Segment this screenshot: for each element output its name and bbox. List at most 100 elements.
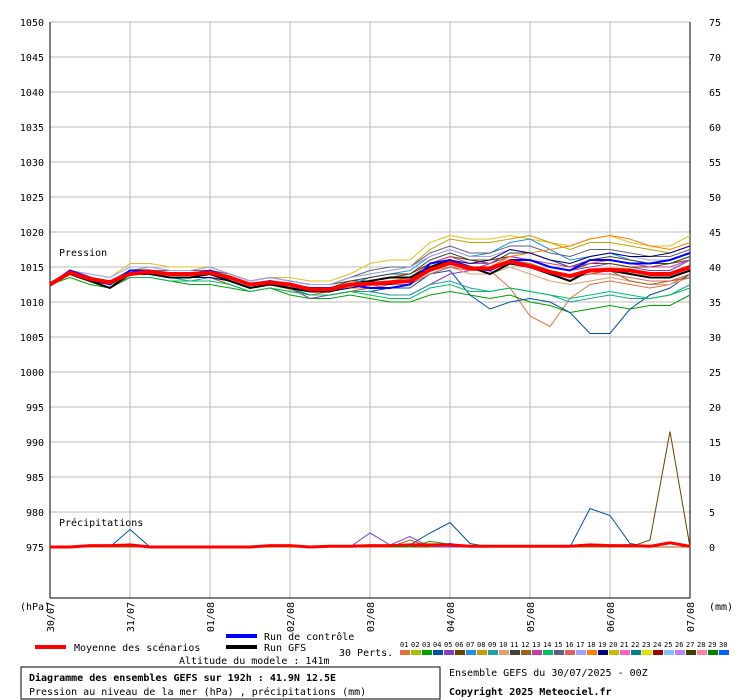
y-tick-right: 35 bbox=[709, 298, 721, 309]
y-tick-left: 1010 bbox=[20, 298, 44, 309]
y-tick-left: 1040 bbox=[20, 88, 44, 99]
pressure-series-15 bbox=[49, 245, 691, 285]
y-tick-left: 990 bbox=[26, 438, 44, 449]
pert-number: 18 bbox=[587, 641, 595, 649]
chart-title: Diagramme des ensembles GEFS sur 192h : … bbox=[29, 672, 336, 684]
pert-swatch bbox=[719, 650, 729, 655]
y-tick-left: 1035 bbox=[20, 123, 44, 134]
pert-number: 01 bbox=[400, 641, 408, 649]
y-label-left: (hPa) bbox=[20, 602, 50, 613]
pert-swatch bbox=[532, 650, 542, 655]
pert-swatch bbox=[697, 650, 707, 655]
y-tick-right: 70 bbox=[709, 53, 721, 64]
y-tick-right: 60 bbox=[709, 123, 721, 134]
copyright-label: Copyright 2025 Meteociel.fr bbox=[449, 686, 612, 698]
pert-swatch bbox=[664, 650, 674, 655]
x-tick: 03/08 bbox=[366, 602, 377, 632]
altitude-label: Altitude du modele : 141m bbox=[179, 656, 330, 667]
perturbation-legend: 01 02 03 04 05 06 07 08 09 10 11 12 13 14 15 16 17 18 19 20… bbox=[400, 641, 729, 655]
pert-swatch bbox=[565, 650, 575, 655]
y-tick-right: 75 bbox=[709, 18, 721, 29]
title-box bbox=[20, 666, 441, 700]
grid bbox=[49, 21, 691, 599]
pert-swatch bbox=[510, 650, 520, 655]
pert-number: 03 bbox=[422, 641, 430, 649]
pert-number: 17 bbox=[576, 641, 584, 649]
x-tick: 02/08 bbox=[286, 602, 297, 632]
pert-swatch bbox=[466, 650, 476, 655]
pert-swatch bbox=[521, 650, 531, 655]
pert-swatch bbox=[400, 650, 410, 655]
pert-swatch bbox=[631, 650, 641, 655]
pert-swatch bbox=[686, 650, 696, 655]
y-axis-left: 1050 1045 1040 1035 1030 1025 1020 1015 1010 1005… bbox=[20, 18, 44, 554]
x-tick: 07/08 bbox=[686, 602, 697, 632]
pert-number: 22 bbox=[631, 641, 639, 649]
pert-swatch bbox=[499, 650, 509, 655]
pressure-lines bbox=[48, 234, 691, 334]
y-tick-right: 55 bbox=[709, 158, 721, 169]
y-tick-right: 20 bbox=[709, 403, 721, 414]
x-axis: 30/07 31/07 01/08 02/08 03/08 04/08 05/08 06/08… bbox=[46, 602, 697, 632]
y-tick-right: 15 bbox=[709, 438, 721, 449]
pert-number: 04 bbox=[433, 641, 441, 649]
y-tick-left: 995 bbox=[26, 403, 44, 414]
pert-number: 12 bbox=[521, 641, 529, 649]
legend-control-label: Run de contrôle bbox=[264, 631, 354, 643]
y-tick-left: 1000 bbox=[20, 368, 44, 379]
pert-number: 19 bbox=[598, 641, 606, 649]
x-tick: 06/08 bbox=[606, 602, 617, 632]
y-tick-left: 985 bbox=[26, 473, 44, 484]
y-tick-left: 975 bbox=[26, 543, 44, 554]
pert-number: 26 bbox=[675, 641, 683, 649]
pert-number: 27 bbox=[686, 641, 694, 649]
y-tick-left: 980 bbox=[26, 508, 44, 519]
pert-number: 09 bbox=[488, 641, 496, 649]
pert-number: 10 bbox=[499, 641, 507, 649]
pert-number: 15 bbox=[554, 641, 562, 649]
y-tick-left: 1005 bbox=[20, 333, 44, 344]
pert-swatch bbox=[543, 650, 553, 655]
y-tick-right: 50 bbox=[709, 193, 721, 204]
pressure-series-14 bbox=[49, 273, 691, 300]
y-tick-right: 45 bbox=[709, 228, 721, 239]
pert-swatch bbox=[554, 650, 564, 655]
x-tick: 05/08 bbox=[526, 602, 537, 632]
pert-swatch bbox=[444, 650, 454, 655]
ensemble-label: Ensemble GEFS du 30/07/2025 - 00Z bbox=[449, 668, 648, 679]
pert-swatch bbox=[642, 650, 652, 655]
precip-lines bbox=[50, 431, 691, 549]
pert-swatch bbox=[576, 650, 586, 655]
pert-swatch bbox=[587, 650, 597, 655]
pert-number: 14 bbox=[543, 641, 551, 649]
y-tick-right: 30 bbox=[709, 333, 721, 344]
pert-number: 16 bbox=[565, 641, 573, 649]
chart-subtitle: Pression au niveau de la mer (hPa) , pré… bbox=[29, 686, 366, 698]
y-tick-right: 65 bbox=[709, 88, 721, 99]
y-tick-right: 5 bbox=[709, 508, 715, 519]
pressure-annotation: Pression bbox=[59, 248, 107, 259]
precip-annotation: Précipitations bbox=[59, 517, 143, 529]
pert-number: 29 bbox=[708, 641, 716, 649]
y-tick-left: 1045 bbox=[20, 53, 44, 64]
pert-number: 06 bbox=[455, 641, 463, 649]
pressure-series-moyenne-des-sc-narios bbox=[48, 259, 691, 292]
pert-swatch bbox=[433, 650, 443, 655]
pert-swatch bbox=[598, 650, 608, 655]
y-tick-left: 1025 bbox=[20, 193, 44, 204]
pert-swatch bbox=[708, 650, 718, 655]
pert-number: 24 bbox=[653, 641, 661, 649]
pert-number: 13 bbox=[532, 641, 540, 649]
pert-number: 30 bbox=[719, 641, 727, 649]
legend-mean-label: Moyenne des scénarios bbox=[74, 642, 200, 654]
y-tick-left: 1020 bbox=[20, 228, 44, 239]
pert-swatch bbox=[411, 650, 421, 655]
x-tick: 31/07 bbox=[126, 602, 137, 632]
y-tick-left: 1050 bbox=[20, 18, 44, 29]
y-tick-left: 1015 bbox=[20, 263, 44, 274]
pert-number: 25 bbox=[664, 641, 672, 649]
pert-number: 23 bbox=[642, 641, 650, 649]
precip-series-moyenne-des-sc-narios bbox=[50, 541, 691, 549]
y-label-right: (mm) bbox=[709, 602, 733, 613]
